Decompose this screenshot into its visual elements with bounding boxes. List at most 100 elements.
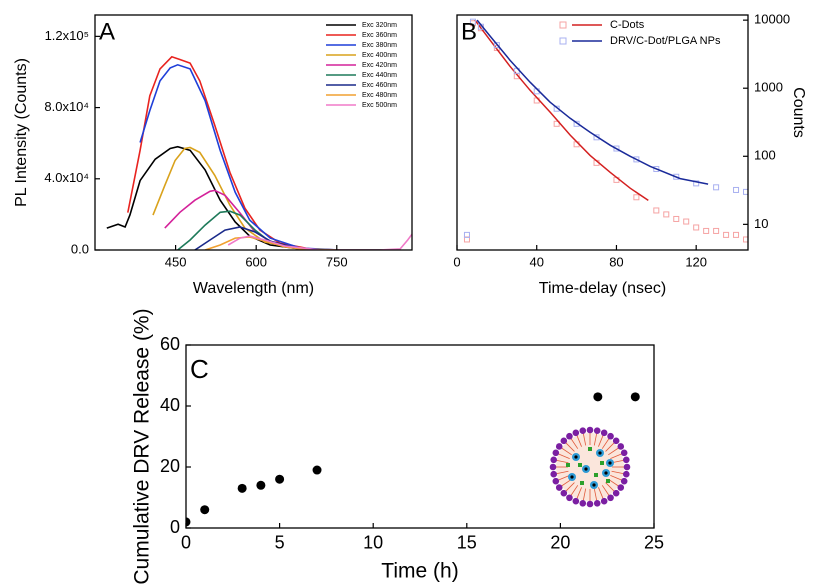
data-point bbox=[733, 186, 740, 193]
lipid-head bbox=[600, 429, 608, 437]
y-tick-label: 4.0x10⁴ bbox=[44, 170, 89, 185]
lipid-head bbox=[607, 494, 614, 502]
y-tick-label: 40 bbox=[160, 395, 180, 415]
cdot-square bbox=[594, 473, 598, 477]
lipid-tail bbox=[565, 482, 575, 492]
y-axis-label: PL Intensity (Counts) bbox=[13, 58, 30, 207]
plot-area bbox=[106, 55, 412, 250]
data-point bbox=[630, 392, 640, 402]
x-tick-label: 15 bbox=[457, 533, 477, 553]
axes-frame bbox=[185, 344, 655, 529]
legend-marker bbox=[559, 21, 567, 29]
data-point bbox=[613, 145, 620, 152]
data-point bbox=[653, 166, 660, 173]
data-point bbox=[312, 465, 322, 475]
x-tick-label: 600 bbox=[245, 255, 267, 270]
lipid-head bbox=[552, 477, 560, 485]
data-point bbox=[713, 227, 720, 234]
data-point bbox=[653, 207, 660, 214]
cdot-square bbox=[606, 479, 610, 483]
x-tick-label: 20 bbox=[550, 533, 570, 553]
y-axis-label: Counts bbox=[790, 87, 807, 138]
axes-frame bbox=[94, 14, 413, 251]
cdot-square bbox=[566, 463, 570, 467]
cdot-square bbox=[578, 463, 582, 467]
legend-label: Exc 320nm bbox=[362, 22, 397, 29]
lipid-head bbox=[566, 494, 573, 502]
data-point bbox=[493, 42, 500, 49]
x-tick-label: 40 bbox=[529, 255, 543, 270]
lipid-tail bbox=[570, 438, 579, 449]
y-tick-label: 0.0 bbox=[71, 241, 89, 256]
cdot-square bbox=[580, 481, 584, 485]
y-tick-label: 10 bbox=[754, 216, 768, 231]
legend-label: Exc 380nm bbox=[362, 42, 397, 49]
data-point bbox=[733, 231, 740, 238]
lipid-head bbox=[550, 456, 558, 464]
data-point bbox=[633, 194, 640, 201]
y-tick-label: 1.2x10⁵ bbox=[45, 28, 89, 43]
legend-label: Exc 420nm bbox=[362, 62, 397, 69]
lipid-head bbox=[600, 497, 608, 505]
drug-core bbox=[592, 483, 596, 487]
lipid-head bbox=[612, 489, 620, 497]
lipid-head bbox=[579, 427, 587, 435]
lipid-tail bbox=[610, 475, 622, 481]
lipid-tail bbox=[582, 433, 587, 446]
fit-line bbox=[476, 19, 709, 185]
lipid-head bbox=[560, 437, 568, 445]
legend-label: Exc 400nm bbox=[362, 52, 397, 59]
data-point bbox=[186, 517, 191, 527]
lipid-tail bbox=[593, 488, 598, 501]
legend-label: Exc 500nm bbox=[362, 102, 397, 109]
lipid-tail bbox=[598, 487, 604, 499]
lipid-head bbox=[555, 484, 563, 491]
lipid-head bbox=[555, 443, 563, 450]
lipid-tail bbox=[608, 447, 619, 456]
drug-core bbox=[570, 475, 574, 479]
data-point bbox=[723, 231, 730, 238]
lipid-head bbox=[560, 489, 568, 497]
data-point bbox=[275, 474, 285, 484]
lipid-tail bbox=[576, 435, 582, 447]
lipid-tail bbox=[570, 485, 579, 496]
x-tick-label: 5 bbox=[275, 533, 285, 553]
data-point bbox=[683, 218, 690, 225]
lipid-head bbox=[607, 432, 614, 440]
lipid-tail bbox=[601, 485, 610, 496]
lipid-head bbox=[549, 463, 557, 471]
lipid-tail bbox=[605, 482, 615, 492]
data-point bbox=[593, 392, 603, 402]
x-tick-label: 450 bbox=[165, 255, 187, 270]
lipid-head bbox=[552, 449, 560, 457]
lipid-head bbox=[579, 499, 587, 507]
x-tick-label: 25 bbox=[644, 533, 664, 553]
x-tick-label: 10 bbox=[363, 533, 383, 553]
lipid-tail bbox=[556, 459, 569, 464]
series-line bbox=[227, 233, 412, 250]
lipid-tail bbox=[558, 475, 570, 481]
y-axis-label: Cumulative DRV Release (%) bbox=[131, 308, 154, 584]
legend-label: C-Dots bbox=[610, 19, 645, 31]
drug-core bbox=[574, 455, 578, 459]
cdot-square bbox=[600, 461, 604, 465]
series-line bbox=[139, 63, 341, 250]
plot-area bbox=[186, 392, 640, 527]
lipid-tail bbox=[565, 442, 575, 452]
x-axis-label: Time (h) bbox=[381, 560, 458, 583]
x-tick-label: 80 bbox=[609, 255, 623, 270]
drug-core bbox=[604, 471, 608, 475]
data-point bbox=[703, 227, 710, 234]
data-point bbox=[469, 18, 476, 25]
data-point bbox=[200, 505, 210, 515]
y-tick-label: 60 bbox=[160, 334, 180, 354]
lipid-head bbox=[586, 500, 594, 508]
x-tick-label: 750 bbox=[326, 255, 348, 270]
lipid-head bbox=[620, 477, 628, 485]
series-line bbox=[204, 236, 310, 250]
data-point bbox=[663, 211, 670, 218]
x-axis-label: Wavelength (nm) bbox=[193, 280, 314, 297]
data-point bbox=[553, 120, 560, 127]
y-tick-label: 8.0x10⁴ bbox=[44, 99, 89, 114]
